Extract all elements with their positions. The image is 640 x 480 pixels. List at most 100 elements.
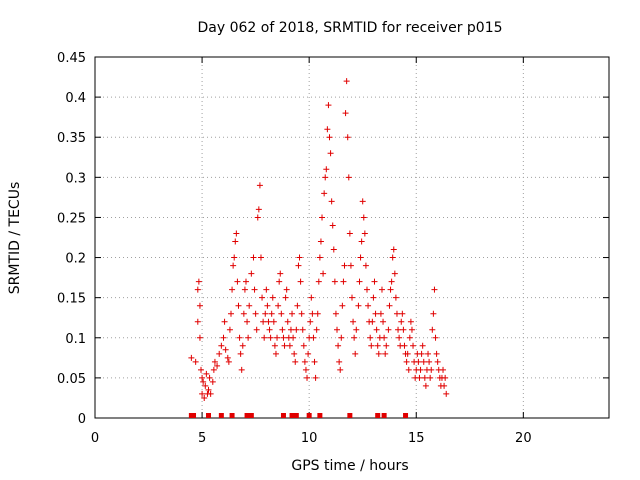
x-tick-label: 0 bbox=[91, 431, 99, 446]
data-point bbox=[192, 358, 199, 365]
data-point bbox=[345, 174, 352, 181]
data-point bbox=[256, 182, 263, 189]
data-point bbox=[343, 78, 350, 85]
data-point bbox=[198, 366, 205, 373]
data-point bbox=[346, 230, 353, 237]
data-point bbox=[291, 350, 298, 357]
data-point bbox=[302, 366, 309, 373]
baseline-marker bbox=[289, 413, 295, 418]
data-point bbox=[266, 326, 273, 333]
data-point bbox=[259, 294, 266, 301]
y-tick-label: 0.15 bbox=[57, 292, 86, 307]
data-point bbox=[311, 358, 318, 365]
data-point bbox=[406, 334, 413, 341]
data-point bbox=[199, 390, 206, 397]
data-point bbox=[210, 366, 217, 373]
data-point bbox=[396, 334, 403, 341]
data-point bbox=[232, 238, 239, 245]
data-point bbox=[368, 342, 375, 349]
data-point bbox=[203, 370, 210, 377]
data-point bbox=[391, 270, 398, 277]
data-point bbox=[398, 318, 405, 325]
data-point bbox=[230, 262, 237, 269]
data-point bbox=[260, 318, 267, 325]
y-tick-label: 0.1 bbox=[65, 332, 86, 347]
data-point bbox=[382, 350, 389, 357]
data-point bbox=[301, 358, 308, 365]
data-point bbox=[242, 278, 249, 285]
y-tick-label: 0.05 bbox=[57, 372, 86, 387]
y-tick-label: 0.2 bbox=[65, 252, 86, 267]
data-point bbox=[374, 342, 381, 349]
data-point bbox=[404, 350, 411, 357]
data-point bbox=[209, 378, 216, 385]
data-point bbox=[308, 294, 315, 301]
data-point bbox=[331, 278, 338, 285]
data-point bbox=[330, 246, 337, 253]
data-point bbox=[324, 126, 331, 133]
y-tick-label: 0.35 bbox=[57, 131, 86, 146]
data-point bbox=[351, 334, 358, 341]
data-point bbox=[387, 286, 394, 293]
data-point bbox=[252, 310, 259, 317]
data-point bbox=[271, 342, 278, 349]
data-point bbox=[380, 318, 387, 325]
data-point bbox=[265, 318, 272, 325]
data-point bbox=[369, 318, 376, 325]
plot-frame bbox=[94, 56, 610, 419]
data-point bbox=[400, 326, 407, 333]
data-point bbox=[355, 302, 362, 309]
data-point bbox=[430, 310, 437, 317]
data-point bbox=[428, 366, 435, 373]
data-point bbox=[305, 350, 312, 357]
data-point bbox=[275, 302, 282, 309]
data-point bbox=[188, 354, 195, 361]
data-point bbox=[272, 350, 279, 357]
data-point bbox=[309, 310, 316, 317]
data-point bbox=[225, 358, 232, 365]
data-point bbox=[419, 342, 426, 349]
data-point bbox=[395, 326, 402, 333]
data-point bbox=[433, 350, 440, 357]
data-point bbox=[255, 206, 262, 213]
data-point bbox=[235, 302, 242, 309]
data-point bbox=[325, 102, 332, 109]
data-point bbox=[211, 358, 218, 365]
y-tick-label: 0.25 bbox=[57, 211, 86, 226]
data-point bbox=[426, 358, 433, 365]
data-point bbox=[427, 374, 434, 381]
data-point bbox=[360, 214, 367, 221]
data-point bbox=[207, 390, 214, 397]
data-point bbox=[352, 350, 359, 357]
baseline-marker bbox=[293, 413, 299, 418]
data-point bbox=[221, 318, 228, 325]
data-point bbox=[429, 326, 436, 333]
data-point bbox=[334, 326, 341, 333]
data-point bbox=[365, 302, 372, 309]
chart-title: Day 062 of 2018, SRMTID for receiver p01… bbox=[197, 20, 502, 36]
data-point bbox=[229, 286, 236, 293]
data-point bbox=[337, 366, 344, 373]
data-point bbox=[420, 358, 427, 365]
data-point bbox=[234, 278, 241, 285]
data-point bbox=[226, 326, 233, 333]
x-tick-label: 20 bbox=[515, 431, 532, 446]
data-point bbox=[238, 366, 245, 373]
data-point bbox=[195, 278, 202, 285]
baseline-marker bbox=[306, 413, 312, 418]
data-point bbox=[251, 286, 258, 293]
data-point bbox=[290, 334, 297, 341]
data-point bbox=[441, 382, 448, 389]
y-tick-label: 0.3 bbox=[65, 171, 86, 186]
data-point bbox=[363, 286, 370, 293]
data-point bbox=[268, 310, 275, 317]
data-point bbox=[393, 310, 400, 317]
data-point bbox=[327, 150, 334, 157]
y-tick-label: 0.4 bbox=[65, 91, 86, 106]
baseline-marker bbox=[403, 413, 409, 418]
data-point bbox=[432, 334, 439, 341]
data-point bbox=[408, 326, 415, 333]
data-point bbox=[322, 174, 329, 181]
data-point bbox=[298, 310, 305, 317]
